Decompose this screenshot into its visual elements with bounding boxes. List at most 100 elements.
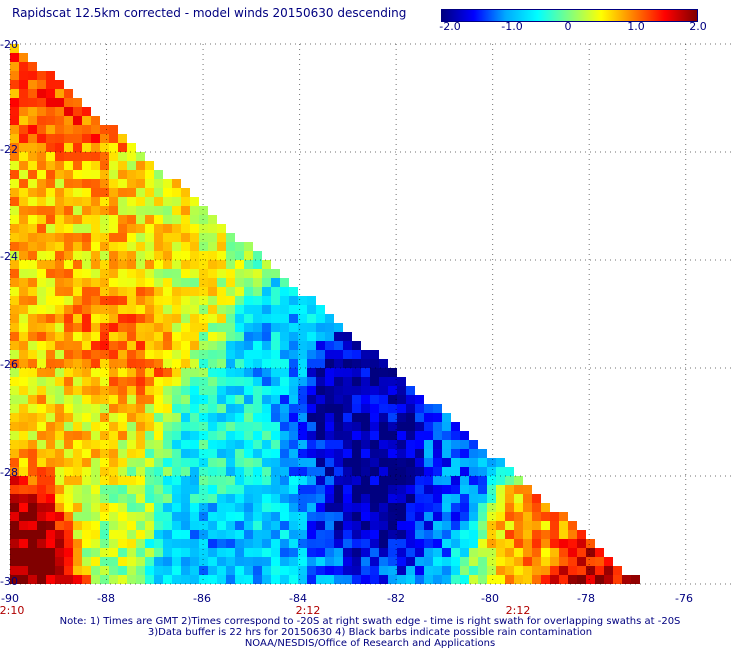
heatmap-cell	[127, 521, 136, 530]
heatmap-cell	[595, 566, 604, 575]
heatmap-cell	[325, 395, 334, 404]
heatmap-cell	[568, 566, 577, 575]
heatmap-cell	[334, 494, 343, 503]
heatmap-cell	[568, 575, 577, 584]
heatmap-cell	[199, 413, 208, 422]
heatmap-cell	[82, 143, 91, 152]
heatmap-cell	[271, 377, 280, 386]
heatmap-cell	[280, 377, 289, 386]
heatmap-cell	[19, 485, 28, 494]
heatmap-cell	[55, 260, 64, 269]
heatmap-cell	[73, 485, 82, 494]
heatmap-cell	[289, 368, 298, 377]
heatmap-cell	[28, 422, 37, 431]
heatmap-cell	[73, 404, 82, 413]
heatmap-cell	[136, 566, 145, 575]
heatmap-cell	[136, 260, 145, 269]
heatmap-cell	[595, 548, 604, 557]
heatmap-cell	[379, 503, 388, 512]
heatmap-cell	[190, 557, 199, 566]
heatmap-cell	[397, 575, 406, 584]
heatmap-cell	[379, 485, 388, 494]
heatmap-cell	[82, 404, 91, 413]
heatmap-cell	[181, 440, 190, 449]
heatmap-cell	[199, 314, 208, 323]
heatmap-cell	[352, 341, 361, 350]
heatmap-cell	[91, 548, 100, 557]
heatmap-cell	[73, 170, 82, 179]
heatmap-cell	[55, 485, 64, 494]
heatmap-cell	[226, 233, 235, 242]
heatmap-cell	[100, 305, 109, 314]
heatmap-cell	[433, 566, 442, 575]
heatmap-cell	[82, 476, 91, 485]
heatmap-cell	[208, 530, 217, 539]
heatmap-cell	[298, 350, 307, 359]
heatmap-cell	[217, 539, 226, 548]
heatmap-cell	[55, 89, 64, 98]
heatmap-cell	[298, 539, 307, 548]
heatmap-cell	[280, 440, 289, 449]
heatmap-cell	[136, 449, 145, 458]
heatmap-cell	[127, 143, 136, 152]
heatmap-cell	[388, 458, 397, 467]
heatmap-cell	[10, 449, 19, 458]
heatmap-cell	[100, 521, 109, 530]
heatmap-cell	[37, 539, 46, 548]
heatmap-cell	[370, 485, 379, 494]
heatmap-cell	[568, 521, 577, 530]
heatmap-cell	[190, 431, 199, 440]
heatmap-cell	[262, 287, 271, 296]
heatmap-cell	[271, 269, 280, 278]
heatmap-cell	[343, 341, 352, 350]
heatmap-cell	[307, 431, 316, 440]
heatmap-cell	[334, 467, 343, 476]
heatmap-cell	[505, 539, 514, 548]
heatmap-cell	[334, 548, 343, 557]
heatmap-cell	[532, 521, 541, 530]
heatmap-cell	[235, 512, 244, 521]
heatmap-cell	[217, 386, 226, 395]
heatmap-cell	[370, 539, 379, 548]
heatmap-cell	[244, 323, 253, 332]
heatmap-cell	[379, 575, 388, 584]
heatmap-cell	[352, 557, 361, 566]
heatmap-cell	[352, 395, 361, 404]
heatmap-cell	[208, 332, 217, 341]
heatmap-cell	[388, 512, 397, 521]
heatmap-cell	[91, 539, 100, 548]
heatmap-cell	[208, 260, 217, 269]
time-label: 2:12	[295, 604, 321, 617]
heatmap-cell	[136, 233, 145, 242]
heatmap-cell	[73, 521, 82, 530]
heatmap-cell	[73, 557, 82, 566]
heatmap-cell	[415, 467, 424, 476]
heatmap-cell	[118, 440, 127, 449]
heatmap-cell	[55, 179, 64, 188]
heatmap-cell	[163, 566, 172, 575]
heatmap-cell	[406, 422, 415, 431]
heatmap-cell	[352, 440, 361, 449]
heatmap-cell	[316, 359, 325, 368]
heatmap-cell	[190, 503, 199, 512]
heatmap-cell	[415, 512, 424, 521]
heatmap-cell	[316, 566, 325, 575]
heatmap-cell	[199, 368, 208, 377]
heatmap-cell	[181, 557, 190, 566]
heatmap-cell	[109, 557, 118, 566]
heatmap-cell	[415, 422, 424, 431]
heatmap-cell	[172, 422, 181, 431]
heatmap-cell	[559, 548, 568, 557]
heatmap-cell	[496, 494, 505, 503]
heatmap-cell	[334, 404, 343, 413]
heatmap-cell	[442, 431, 451, 440]
heatmap-cell	[19, 323, 28, 332]
heatmap-cell	[163, 305, 172, 314]
heatmap-cell	[28, 323, 37, 332]
heatmap-cell	[37, 323, 46, 332]
heatmap-cell	[163, 224, 172, 233]
heatmap-cell	[460, 467, 469, 476]
heatmap-cell	[361, 404, 370, 413]
heatmap-cell	[28, 521, 37, 530]
heatmap-cell	[433, 431, 442, 440]
